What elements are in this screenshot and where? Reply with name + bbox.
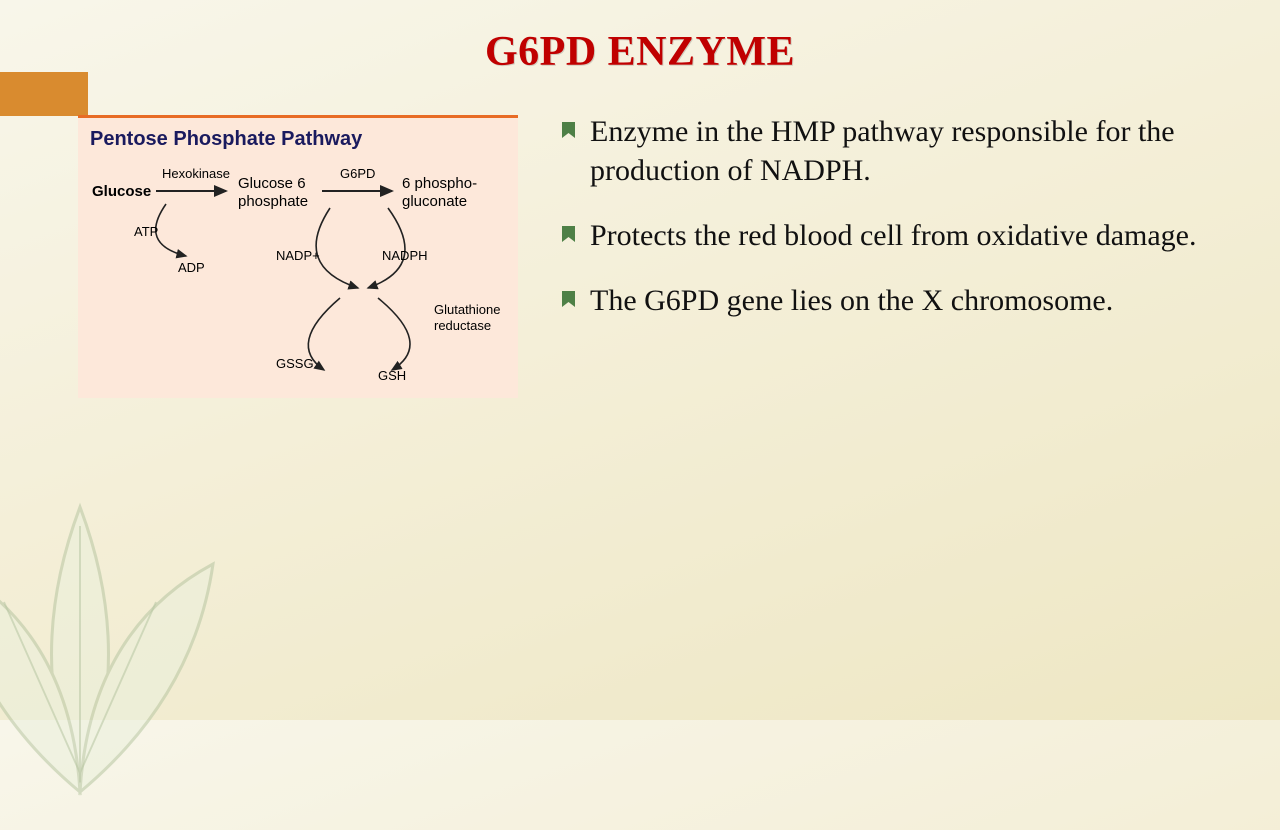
bullet-text: Protects the red blood cell from oxidati… (590, 216, 1220, 255)
lbl-nadp: NADP+ (276, 248, 320, 263)
node-6pg-l1: 6 phospho- (402, 175, 477, 192)
bookmark-icon (560, 224, 580, 244)
enzyme-g6pd: G6PD (340, 166, 375, 181)
node-glucose: Glucose (92, 183, 151, 200)
node-g6p-l1: Glucose 6 (238, 175, 306, 192)
slide-title: G6PD ENZYME (0, 28, 1280, 76)
lbl-gr-l1: Glutathione (434, 302, 501, 317)
lbl-gr-l2: reductase (434, 318, 491, 333)
lbl-gssg: GSSG (276, 356, 314, 371)
node-6pg-l2: gluconate (402, 193, 467, 210)
bullet-item: Protects the red blood cell from oxidati… (560, 216, 1220, 255)
enzyme-hexokinase: Hexokinase (162, 166, 230, 181)
lbl-atp: ATP (134, 224, 158, 239)
side-accent-tab (0, 72, 88, 116)
lbl-adp: ADP (178, 260, 205, 275)
lbl-nadph: NADPH (382, 248, 428, 263)
bullet-text: Enzyme in the HMP pathway responsible fo… (590, 112, 1220, 190)
bullet-item: Enzyme in the HMP pathway responsible fo… (560, 112, 1220, 190)
diagram-title: Pentose Phosphate Pathway (90, 128, 506, 151)
leaf-watermark (0, 450, 270, 830)
node-g6p-l2: phosphate (238, 193, 308, 210)
bookmark-icon (560, 289, 580, 309)
pathway-diagram: Pentose Phosphate Pathway Glucose Hexoki… (78, 115, 518, 398)
bullet-item: The G6PD gene lies on the X chromosome. (560, 281, 1220, 320)
bullet-text: The G6PD gene lies on the X chromosome. (590, 281, 1220, 320)
bookmark-icon (560, 120, 580, 140)
bullet-list: Enzyme in the HMP pathway responsible fo… (560, 112, 1220, 346)
lbl-gsh: GSH (378, 368, 406, 383)
